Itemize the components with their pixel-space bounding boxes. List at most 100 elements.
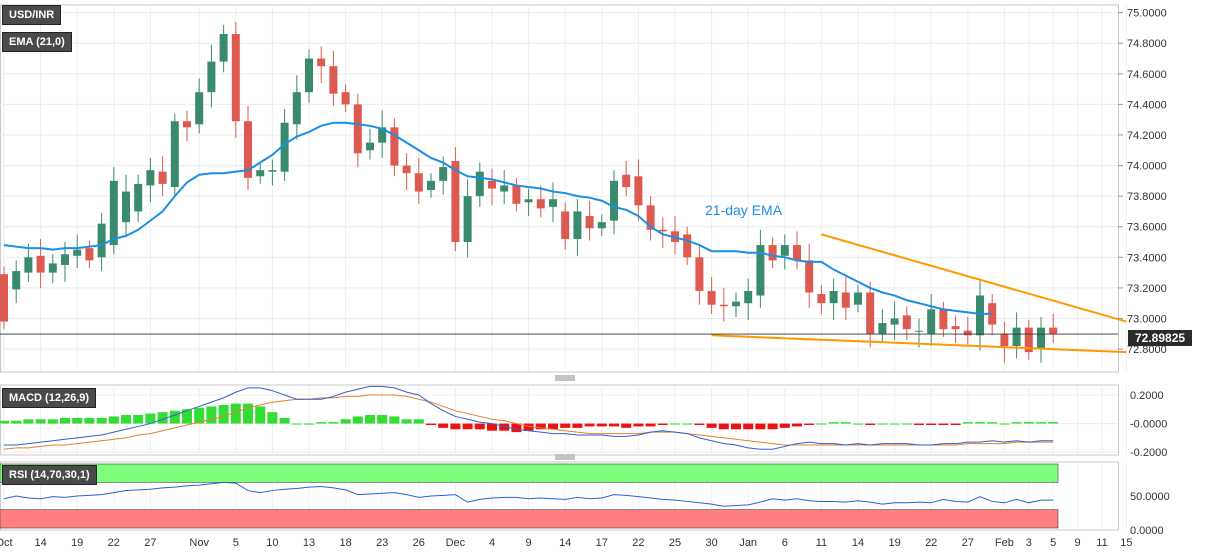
macd-histogram-bar <box>450 423 461 430</box>
candle-body <box>866 292 875 334</box>
date-tick-label: 9 <box>526 537 532 549</box>
ema-annotation: 21-day EMA <box>705 202 783 218</box>
macd-histogram-bar <box>792 423 802 427</box>
candle-body <box>719 304 728 307</box>
rsi-tick-label: 0.0000 <box>1130 525 1164 537</box>
candle-body <box>939 309 948 330</box>
candle-body <box>512 185 521 204</box>
macd-histogram-bar <box>23 419 34 424</box>
price-tick-label: 74.6000 <box>1127 69 1167 81</box>
candle-body <box>244 121 252 178</box>
candle-body <box>585 216 594 229</box>
macd-histogram-bar <box>35 419 46 424</box>
candle-body <box>317 58 326 67</box>
macd-histogram-bar <box>11 420 22 424</box>
price-tick-label: 73.4000 <box>1127 252 1167 264</box>
candle-body <box>366 142 374 151</box>
indicator-lines <box>0 121 1127 507</box>
macd-histogram-bar <box>609 423 619 427</box>
macd-histogram-bar <box>194 407 205 424</box>
macd-histogram-bar <box>47 419 58 424</box>
macd-histogram-bar <box>0 420 9 424</box>
candle-body <box>524 199 533 203</box>
date-tick-label: 5 <box>1050 537 1056 549</box>
rsi-tick-label: 50.0000 <box>1130 491 1170 503</box>
candle-body <box>97 223 106 258</box>
macd-histogram-bar <box>633 423 644 427</box>
macd-histogram-bar <box>987 422 998 424</box>
date-tick-label: 5 <box>233 537 239 549</box>
macd-histogram-bar <box>816 423 827 425</box>
date-tick-label: Oct <box>0 537 13 549</box>
macd-histogram-bar <box>1036 422 1046 424</box>
price-tick-label: 73.6000 <box>1127 222 1167 234</box>
macd-histogram-bar <box>133 415 144 424</box>
candle-body <box>463 196 472 243</box>
date-tick-label: 3 <box>1026 537 1032 549</box>
candle-body <box>353 104 362 154</box>
date-tick-label: 14 <box>852 537 864 549</box>
date-tick-label: 19 <box>71 537 83 549</box>
candle-body <box>280 122 289 172</box>
macd-histogram-bar <box>413 419 424 424</box>
candle-body <box>573 211 582 239</box>
candle-body <box>292 92 301 125</box>
macd-histogram-bar <box>316 422 327 424</box>
macd-histogram-bar <box>804 423 815 425</box>
macd-histogram-bar <box>157 412 168 424</box>
candle-body <box>231 34 240 122</box>
macd-histogram-bar <box>218 405 229 424</box>
candle-body <box>756 245 765 296</box>
price-tick-label: 75.0000 <box>1127 8 1167 20</box>
candle-body <box>817 294 826 304</box>
candle-body <box>12 271 21 290</box>
candle-body <box>915 330 923 332</box>
macd-histogram-bar <box>779 423 790 428</box>
candle-body <box>768 245 777 261</box>
candle-body <box>695 257 704 291</box>
macd-histogram-bar <box>682 423 693 425</box>
macd-histogram-bar <box>462 423 473 430</box>
candle-body <box>73 249 82 256</box>
date-tick-label: 13 <box>303 537 315 549</box>
date-tick-label: Nov <box>189 537 209 549</box>
ema-line <box>3 121 993 315</box>
date-tick-label: 22 <box>925 537 937 549</box>
panel-backgrounds <box>0 4 1119 531</box>
candle-body <box>890 318 899 325</box>
macd-histogram-bar <box>560 423 571 428</box>
date-tick-label: 19 <box>888 537 900 549</box>
macd-histogram-bar <box>108 416 119 424</box>
date-tick-label: 9 <box>1075 537 1081 549</box>
macd-histogram-bar <box>840 422 851 424</box>
candle-body <box>683 234 692 258</box>
macd-histogram-bar <box>926 423 937 425</box>
date-tick-label: 27 <box>144 537 156 549</box>
macd-histogram-bar <box>743 423 754 430</box>
candle-body <box>439 167 448 181</box>
candle-body <box>1037 327 1045 350</box>
date-tick-label: 27 <box>962 537 974 549</box>
rsi-oversold-band <box>0 509 1059 529</box>
candle-body <box>622 174 631 187</box>
candle-body <box>170 121 179 187</box>
price-tick-label: 74.4000 <box>1127 99 1167 111</box>
candle-body <box>707 290 716 305</box>
date-tick-label: 14 <box>559 537 571 549</box>
candle-body <box>61 254 69 265</box>
date-tick-label: 10 <box>266 537 278 549</box>
macd-histogram-bar <box>169 410 180 424</box>
macd-histogram-bar <box>230 403 241 424</box>
macd-histogram-bar <box>694 423 705 425</box>
macd-histogram-bar <box>1023 422 1034 424</box>
date-tick-label: 11 <box>816 537 827 549</box>
macd-histogram-bar <box>548 423 558 430</box>
macd-histogram-bar <box>767 423 778 430</box>
macd-histogram-bar <box>914 423 924 425</box>
candle-body <box>402 165 411 174</box>
macd-histogram-bar <box>511 423 522 433</box>
candle-body <box>36 255 45 273</box>
candle-body <box>1012 327 1021 347</box>
macd-histogram-bar <box>291 423 302 425</box>
